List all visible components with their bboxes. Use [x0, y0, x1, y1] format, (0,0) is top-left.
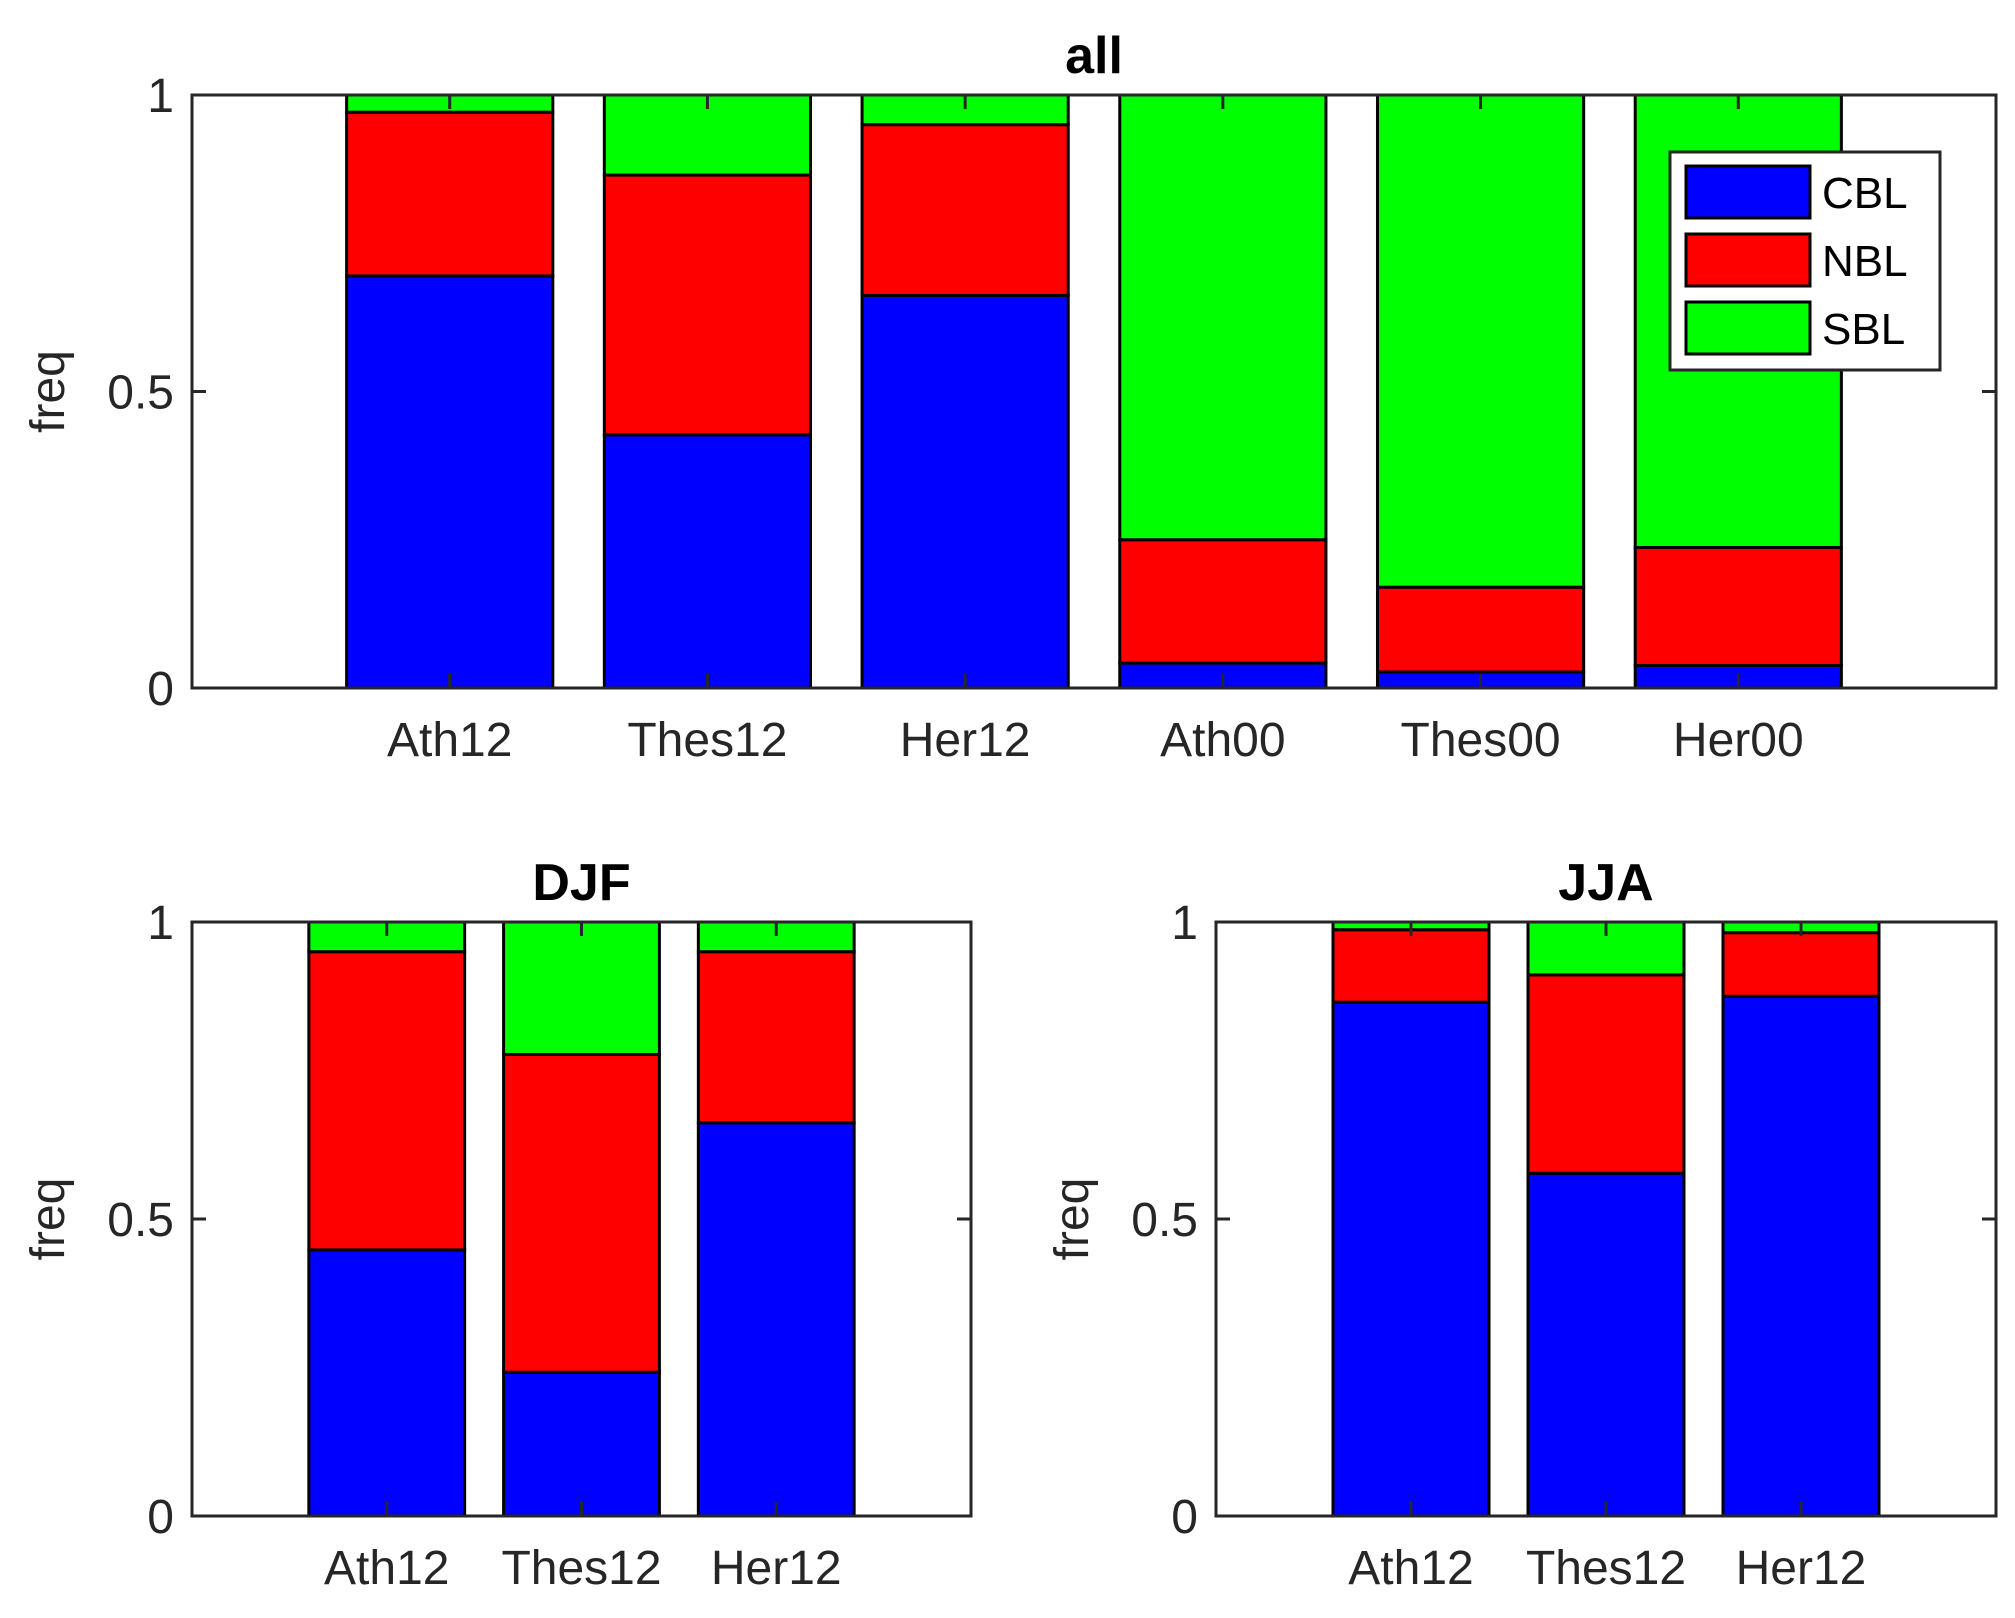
bar-cbl-thes12 [502, 1370, 661, 1518]
bar-cbl-ath12 [345, 274, 555, 690]
chart-title: DJF [532, 854, 630, 912]
x-tick-label: Ath12 [1348, 1542, 1473, 1595]
bar-cbl-her12 [1721, 994, 1881, 1518]
x-tick-label: Ath12 [324, 1542, 449, 1595]
x-tick-label: Thes12 [501, 1542, 661, 1595]
legend-swatch-sbl [1684, 300, 1812, 356]
bar-cbl-thes12 [602, 433, 813, 690]
chart-all: Ath12 Thes12 Her12 Ath00 Thes00 Her00 0 0.5 1 all… [22, 27, 1998, 767]
y-tick-label: 0 [147, 663, 174, 716]
bar-nbl-ath12 [307, 950, 467, 1252]
bar-nbl-thes12 [602, 173, 813, 437]
x-tick-label: Ath00 [1160, 714, 1285, 767]
bar-nbl-thes12 [1526, 973, 1686, 1175]
legend-label-nbl: NBL [1822, 237, 1908, 286]
legend-label-sbl: SBL [1822, 305, 1905, 354]
bar-nbl-her12 [696, 950, 856, 1125]
chart-title: all [1065, 27, 1123, 85]
x-tick-label: Her12 [1736, 1542, 1867, 1595]
bar-cbl-her12 [696, 1121, 856, 1518]
legend: CBL NBL SBL [1668, 150, 1942, 372]
x-tick-label: Her12 [711, 1542, 842, 1595]
y-axis-label: freq [22, 1178, 75, 1261]
x-tick-label: Her00 [1673, 714, 1804, 767]
bar-sbl-thes00 [1375, 93, 1586, 589]
y-tick-label: 0 [147, 1491, 174, 1544]
bar-nbl-her12 [860, 123, 1070, 297]
bar-cbl-thes12 [1526, 1171, 1686, 1518]
y-axis-label: freq [1046, 1178, 1099, 1261]
x-tick-label: Thes12 [1526, 1542, 1686, 1595]
chart-title: JJA [1558, 854, 1653, 912]
bar-sbl-ath00 [1118, 93, 1328, 542]
y-tick-label: 0 [1171, 1491, 1198, 1544]
bar-cbl-her12 [860, 293, 1070, 690]
y-axis-label: freq [22, 350, 75, 433]
x-tick-label: Ath12 [387, 714, 512, 767]
y-tick-label: 1 [147, 897, 174, 950]
bar-nbl-thes12 [502, 1052, 661, 1374]
chart-jja: Ath12 Thes12 Her12 0 0.5 1 JJA freq [1046, 854, 1998, 1595]
legend-swatch-cbl [1684, 164, 1812, 220]
bar-nbl-ath12 [1331, 928, 1491, 1004]
legend-swatch-nbl [1684, 232, 1812, 288]
y-tick-label: 1 [147, 70, 174, 123]
legend-label-cbl: CBL [1822, 169, 1908, 218]
bar-nbl-her00 [1633, 545, 1843, 667]
y-tick-label: 0.5 [1131, 1194, 1198, 1247]
bar-nbl-ath12 [345, 110, 555, 278]
y-tick-label: 0.5 [107, 1194, 174, 1247]
y-tick-label: 0.5 [107, 367, 174, 420]
x-tick-label: Her12 [900, 714, 1031, 767]
bar-nbl-her12 [1721, 931, 1881, 998]
x-tick-label: Thes00 [1401, 714, 1561, 767]
bar-cbl-ath12 [307, 1248, 467, 1518]
x-tick-label: Thes12 [627, 714, 787, 767]
bar-nbl-ath00 [1118, 538, 1328, 665]
bar-cbl-ath12 [1331, 1000, 1491, 1518]
bar-nbl-thes00 [1375, 585, 1586, 674]
bar-sbl-thes12 [502, 920, 661, 1056]
chart-djf: Ath12 Thes12 Her12 0 0.5 1 DJF freq [22, 854, 973, 1595]
y-tick-label: 1 [1171, 897, 1198, 950]
